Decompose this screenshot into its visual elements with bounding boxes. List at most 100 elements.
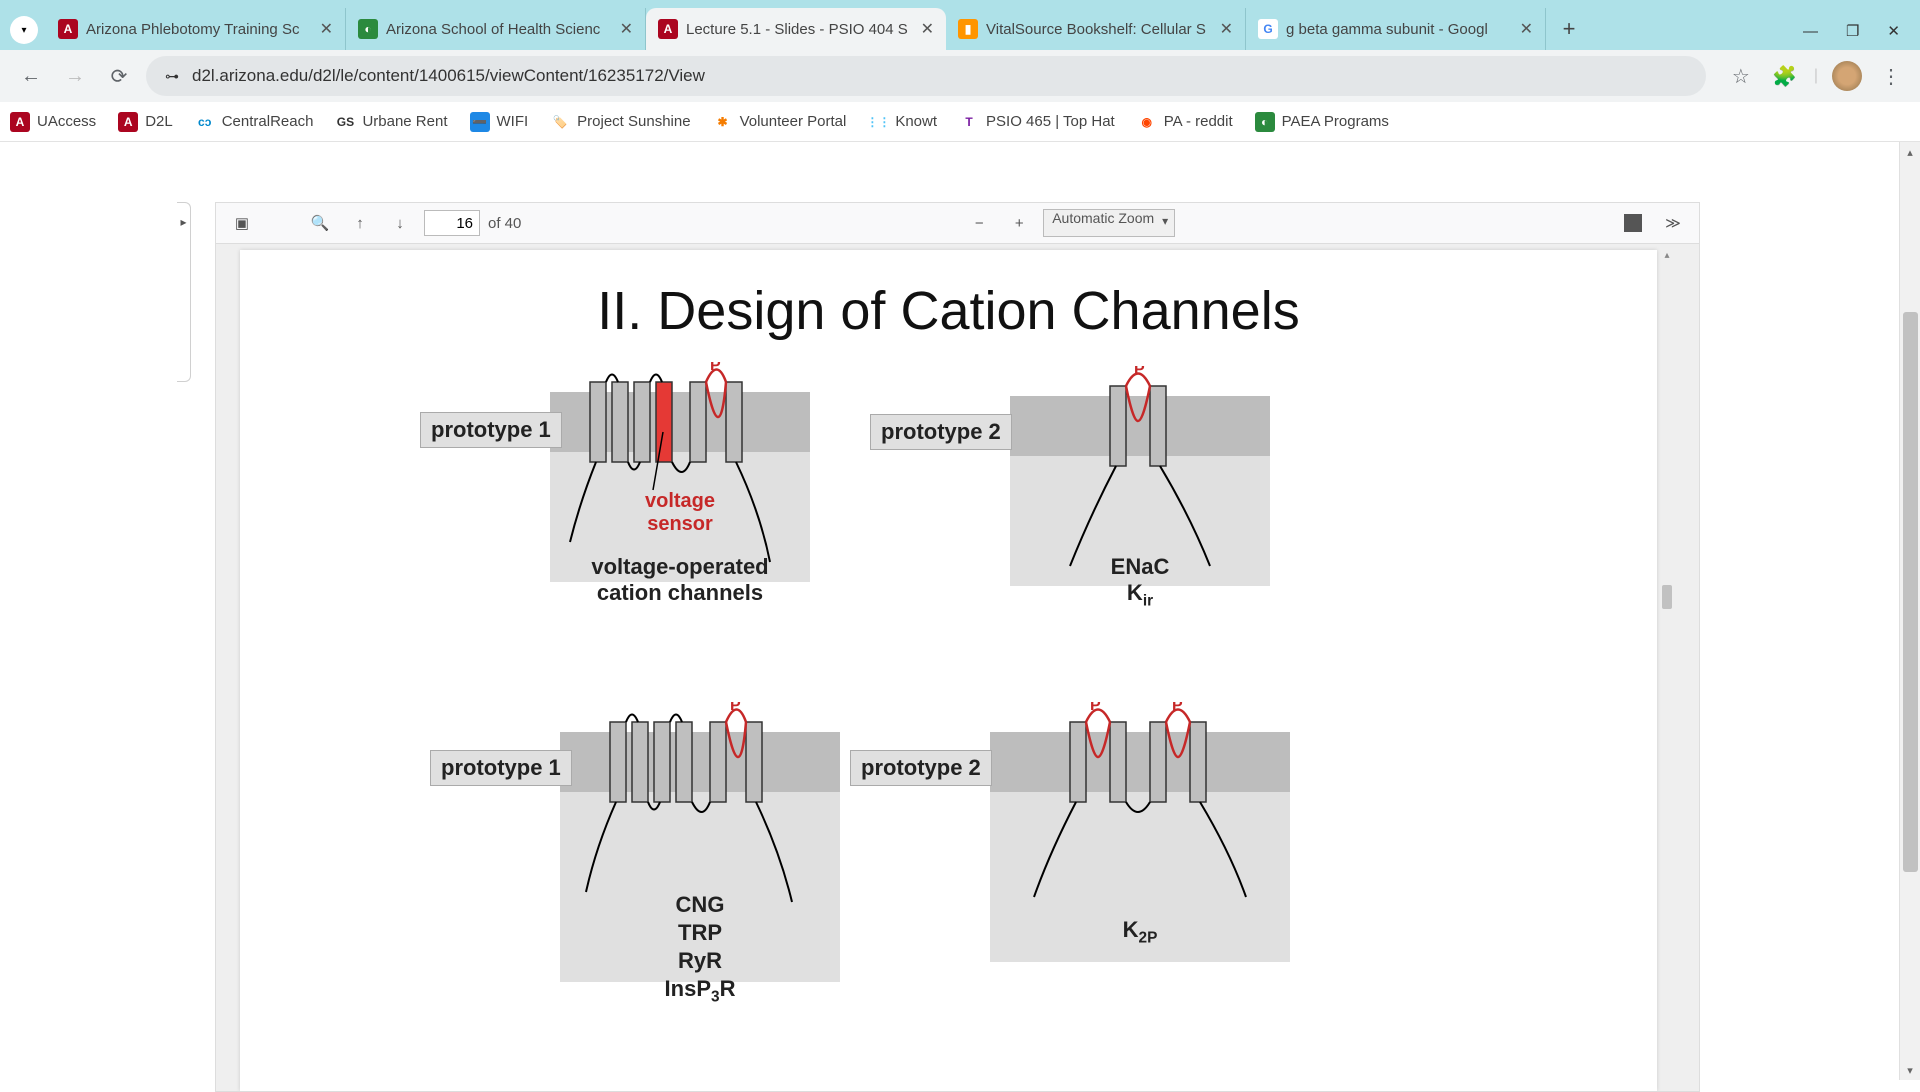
cng-label: CNG <box>560 892 840 918</box>
browser-tab-1[interactable]: ◐Arizona School of Health Scienc✕ <box>346 8 646 50</box>
scroll-up-icon: ▴ <box>1659 250 1675 266</box>
bookmark-favicon: ➖ <box>470 112 490 132</box>
bookmark-1[interactable]: AD2L <box>118 112 173 132</box>
voltage-sensor-label: voltage sensor <box>550 490 810 536</box>
diagram-prototype2-k2p: P P <box>990 702 1290 1002</box>
back-button[interactable]: ← <box>14 59 48 93</box>
enac-label: ENaC <box>1010 554 1270 580</box>
page-scroll-down-icon: ▾ <box>1900 1060 1920 1080</box>
svg-text:P: P <box>710 362 721 374</box>
bookmark-star-icon[interactable]: ☆ <box>1726 61 1756 91</box>
sidebar-expand-handle[interactable]: ▸ <box>177 202 191 382</box>
zoom-select-label: Automatic Zoom <box>1052 210 1154 226</box>
bookmark-5[interactable]: 🏷️Project Sunshine <box>550 112 690 132</box>
bookmark-favicon: T <box>959 112 979 132</box>
page-scroll-thumb[interactable] <box>1903 312 1918 872</box>
bookmark-4[interactable]: ➖ WIFI <box>470 112 529 132</box>
zoom-select[interactable]: Automatic Zoom <box>1043 209 1175 237</box>
voltage-operated-label: voltage-operated cation channels <box>550 554 810 606</box>
bookmark-8[interactable]: TPSIO 465 | Top Hat <box>959 112 1115 132</box>
reload-button[interactable]: ⟳ <box>102 59 136 93</box>
browser-toolbar: ← → ⟳ ⊶ d2l.arizona.edu/d2l/le/content/1… <box>0 50 1920 102</box>
browser-titlebar: ▾ AArizona Phlebotomy Training Sc✕◐Arizo… <box>0 0 1920 50</box>
page-scroll-up-icon: ▴ <box>1900 142 1920 162</box>
bookmark-9[interactable]: ◉ PA - reddit <box>1137 112 1233 132</box>
bookmark-label: PAEA Programs <box>1282 113 1389 130</box>
next-page-button[interactable]: ↓ <box>384 207 416 239</box>
bookmark-3[interactable]: GSUrbane Rent <box>335 112 447 132</box>
browser-tab-0[interactable]: A Arizona Phlebotomy Training Sc ✕ <box>46 8 346 50</box>
kir-label: Kir <box>1010 580 1270 610</box>
pdf-toolbar: ▣ 🔍 ↑ ↓ of 40 − + Automatic Zoom ≫ <box>215 202 1700 244</box>
bookmark-label: WIFI <box>497 113 529 130</box>
browser-menu-icon[interactable]: ⋮ <box>1876 61 1906 91</box>
new-tab-button[interactable]: + <box>1552 12 1586 46</box>
page-scrollbar[interactable]: ▴ ▾ <box>1899 142 1920 1080</box>
svg-text:P: P <box>1134 366 1145 378</box>
tab-close-icon[interactable]: ✕ <box>620 19 633 39</box>
tab-favicon: G <box>1258 19 1278 39</box>
extensions-icon[interactable]: 🧩 <box>1770 61 1800 91</box>
tab-close-icon[interactable]: ✕ <box>1220 19 1233 39</box>
tab-title: Arizona School of Health Scienc <box>386 21 612 38</box>
pdf-scrollbar[interactable]: ▴ <box>1659 250 1675 1091</box>
bookmark-favicon: ◉ <box>1137 112 1157 132</box>
bookmark-label: Volunteer Portal <box>740 113 847 130</box>
bookmark-10[interactable]: ◐ PAEA Programs <box>1255 112 1389 132</box>
close-window-button[interactable]: ✕ <box>1887 22 1900 40</box>
prototype2-label-a: prototype 2 <box>870 414 1012 450</box>
bookmark-favicon: A <box>118 112 138 132</box>
tab-close-icon[interactable]: ✕ <box>921 19 934 39</box>
bookmark-favicon: ◐ <box>1255 112 1275 132</box>
maximize-button[interactable]: ❐ <box>1846 22 1859 40</box>
tab-search-button[interactable]: ▾ <box>10 16 38 44</box>
prev-page-button[interactable]: ↑ <box>344 207 376 239</box>
tab-close-icon[interactable]: ✕ <box>1520 19 1533 39</box>
browser-tab-2[interactable]: ALecture 5.1 - Slides - PSIO 404 S✕ <box>646 8 946 50</box>
bookmark-label: UAccess <box>37 113 96 130</box>
tab-favicon: A <box>58 19 78 39</box>
prototype1-label-b: prototype 1 <box>430 750 572 786</box>
bookmark-favicon: GS <box>335 112 355 132</box>
address-bar[interactable]: ⊶ d2l.arizona.edu/d2l/le/content/1400615… <box>146 56 1706 96</box>
site-settings-icon[interactable]: ⊶ <box>162 66 182 86</box>
zoom-in-button[interactable]: + <box>1003 207 1035 239</box>
bookmark-favicon: A <box>10 112 30 132</box>
minimize-button[interactable]: — <box>1803 23 1818 40</box>
presentation-mode-button[interactable] <box>1617 207 1649 239</box>
bookmarks-bar: A UAccess AD2L cɔCentralReach GSUrbane Rent ➖… <box>0 102 1920 142</box>
pdf-viewer: ▣ 🔍 ↑ ↓ of 40 − + Automatic Zoom ≫ II. D… <box>215 202 1700 1092</box>
svg-text:P: P <box>730 702 741 714</box>
bookmark-7[interactable]: ⋮⋮Knowt <box>868 112 937 132</box>
forward-button[interactable]: → <box>58 59 92 93</box>
window-controls: — ❐ ✕ <box>1803 22 1908 50</box>
bookmark-label: PA - reddit <box>1164 113 1233 130</box>
svg-text:P: P <box>1090 702 1101 714</box>
tab-title: VitalSource Bookshelf: Cellular S <box>986 21 1212 38</box>
pdf-tools-menu-button[interactable]: ≫ <box>1657 207 1689 239</box>
zoom-out-button[interactable]: − <box>963 207 995 239</box>
bookmark-0[interactable]: A UAccess <box>10 112 96 132</box>
total-pages-label: of 40 <box>488 215 521 232</box>
bookmark-label: Project Sunshine <box>577 113 690 130</box>
profile-avatar[interactable] <box>1832 61 1862 91</box>
browser-tab-3[interactable]: ▮VitalSource Bookshelf: Cellular S✕ <box>946 8 1246 50</box>
bookmark-favicon: ✱ <box>713 112 733 132</box>
prototype2-label-b: prototype 2 <box>850 750 992 786</box>
page-number-input[interactable] <box>424 210 480 236</box>
bookmark-label: Knowt <box>895 113 937 130</box>
slide-title: II. Design of Cation Channels <box>260 280 1637 342</box>
bookmark-6[interactable]: ✱ Volunteer Portal <box>713 112 847 132</box>
toggle-sidebar-button[interactable]: ▣ <box>226 207 258 239</box>
tab-close-icon[interactable]: ✕ <box>320 19 333 39</box>
tab-title: g beta gamma subunit - Googl <box>1286 21 1512 38</box>
url-text: d2l.arizona.edu/d2l/le/content/1400615/v… <box>192 66 705 86</box>
browser-tab-4[interactable]: Gg beta gamma subunit - Googl ✕ <box>1246 8 1546 50</box>
tab-title: Arizona Phlebotomy Training Sc <box>86 21 312 38</box>
bookmark-2[interactable]: cɔCentralReach <box>195 112 314 132</box>
search-in-pdf-button[interactable]: 🔍 <box>304 207 336 239</box>
pdf-scroll-thumb[interactable] <box>1662 585 1672 609</box>
tab-title: Lecture 5.1 - Slides - PSIO 404 S <box>686 21 913 38</box>
k2p-label: K2P <box>990 917 1290 947</box>
pdf-page-container[interactable]: II. Design of Cation Channels <box>215 244 1700 1092</box>
